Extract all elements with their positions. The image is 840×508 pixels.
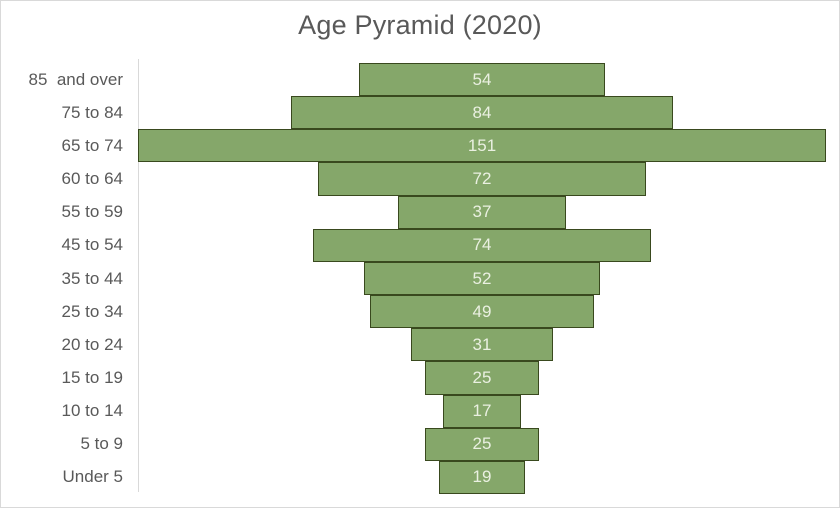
bar-area: 72 (138, 162, 826, 196)
bar-area: 54 (138, 63, 826, 97)
category-label: 20 to 24 (61, 334, 123, 354)
funnel-row: 85 and over 54 (1, 63, 839, 97)
bar-value-label: 151 (467, 135, 497, 155)
funnel-bar: 31 (411, 328, 553, 362)
funnel-bar: 52 (363, 261, 601, 296)
bar-area: 151 (138, 129, 826, 163)
funnel-bar: 72 (317, 162, 647, 196)
bar-value-label: 49 (472, 301, 492, 321)
funnel-row: 60 to 64 72 (1, 162, 839, 196)
bar-area: 37 (138, 195, 826, 229)
category-label: 25 to 34 (61, 301, 123, 321)
funnel-bar: 19 (438, 460, 526, 495)
funnel-row: Under 5 19 (1, 460, 839, 495)
funnel-row: 55 to 59 37 (1, 195, 839, 229)
bar-value-label: 19 (472, 467, 492, 487)
funnel-row: 15 to 19 25 (1, 361, 839, 395)
funnel-bar: 151 (138, 129, 826, 163)
category-label: 60 to 64 (61, 169, 123, 189)
bar-area: 17 (138, 394, 826, 428)
bar-value-label: 72 (472, 169, 492, 189)
funnel-row: 10 to 14 17 (1, 394, 839, 428)
funnel-row: 65 to 74 151 (1, 129, 839, 163)
bar-area: 52 (138, 261, 826, 296)
bar-value-label: 37 (472, 202, 492, 222)
category-label: 75 to 84 (61, 102, 123, 122)
category-label: 85 and over (28, 69, 123, 89)
funnel-bar: 37 (397, 195, 567, 229)
bar-value-label: 52 (472, 268, 492, 288)
category-axis-line (138, 59, 139, 492)
funnel-row: 35 to 44 52 (1, 261, 839, 296)
funnel-row: 20 to 24 31 (1, 328, 839, 362)
bar-area: 84 (138, 96, 826, 130)
category-label: 5 to 9 (80, 434, 123, 454)
funnel-row: 45 to 54 74 (1, 228, 839, 262)
bar-value-label: 25 (472, 367, 492, 387)
category-label: 45 to 54 (61, 235, 123, 255)
funnel-bar: 49 (370, 295, 594, 329)
bar-area: 31 (138, 328, 826, 362)
bar-area: 19 (138, 460, 826, 495)
funnel-row: 25 to 34 49 (1, 295, 839, 329)
bar-value-label: 17 (472, 401, 492, 421)
category-label: 10 to 14 (61, 401, 123, 421)
funnel-bar: 84 (290, 96, 674, 130)
funnel-bar: 74 (313, 228, 651, 262)
bar-value-label: 54 (472, 69, 492, 89)
category-label: Under 5 (62, 467, 123, 487)
funnel-row: 75 to 84 84 (1, 96, 839, 130)
funnel-bar: 25 (425, 427, 539, 461)
funnel-row: 5 to 9 25 (1, 427, 839, 461)
bar-area: 49 (138, 295, 826, 329)
bar-value-label: 84 (472, 102, 492, 122)
bar-area: 25 (138, 427, 826, 461)
bar-value-label: 74 (472, 235, 492, 255)
chart-title: Age Pyramid (2020) (298, 10, 542, 40)
bar-area: 74 (138, 228, 826, 262)
category-label: 15 to 19 (61, 367, 123, 387)
category-label: 65 to 74 (61, 135, 123, 155)
bar-value-label: 25 (472, 434, 492, 454)
funnel-bar: 17 (443, 394, 521, 428)
bar-area: 25 (138, 361, 826, 395)
bar-value-label: 31 (472, 334, 492, 354)
category-label: 55 to 59 (61, 202, 123, 222)
funnel-rows: 85 and over 54 75 to 84 84 65 to 74 151 60 to … (1, 63, 839, 495)
category-label: 35 to 44 (61, 268, 123, 288)
funnel-bar: 25 (425, 361, 539, 395)
funnel-bar: 54 (358, 63, 606, 97)
